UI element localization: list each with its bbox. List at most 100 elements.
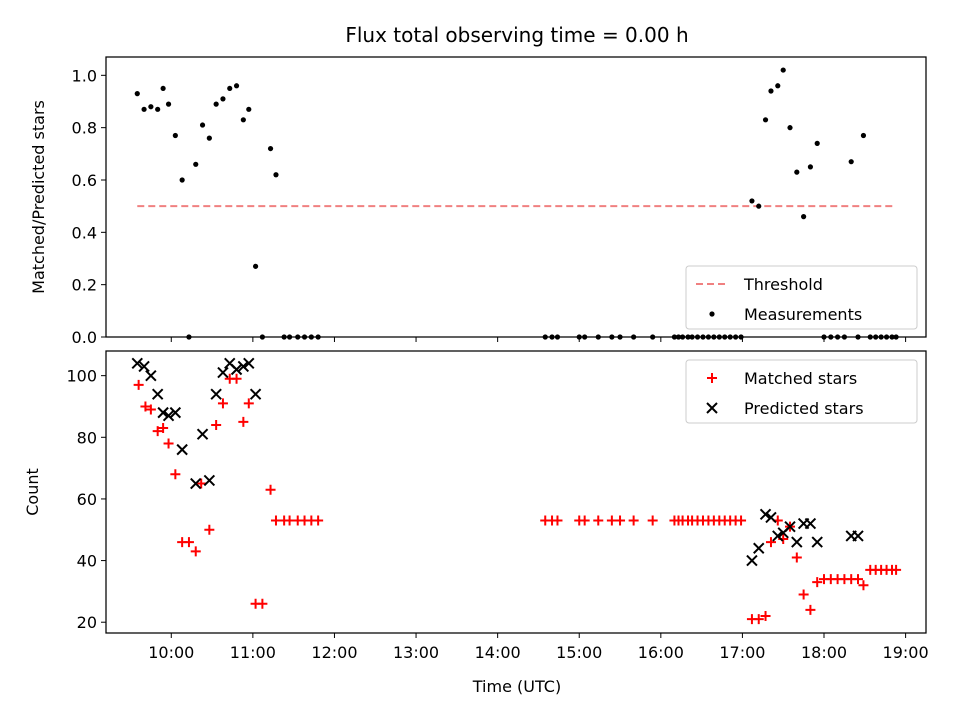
count-legend: Matched stars Predicted stars [685,359,918,424]
matched-star-point [152,426,163,437]
predicted-star-point [852,530,864,542]
matched-star-point [891,564,902,575]
measurement-point [794,169,800,175]
legend-label: Matched stars [744,369,857,388]
flux-y-tick-label: 0.6 [72,171,97,190]
legend-label: Predicted stars [744,399,864,418]
x-tick-label: 13:00 [393,643,439,662]
matched-star-point [812,577,823,588]
measurement-point [199,122,206,128]
measurement-point [252,263,259,269]
matched-star-point [183,537,194,548]
flux-panel: 0.0 0.2 0.4 0.6 0.8 1.0 Matched/Predicted sta… [29,56,927,347]
measurement-point [213,101,219,107]
measurement-point [848,159,854,165]
legend-matched-swatch [707,373,717,383]
measurement-point [160,85,166,92]
predicted-star-point [210,388,222,400]
predicted-star-point [157,406,169,419]
matched-star-point [579,515,590,526]
x-tick-label: 11:00 [230,643,276,662]
predicted-star-point [237,360,250,373]
matched-star-point [853,574,864,585]
matched-star-point [145,404,156,415]
measurement-point [273,172,279,178]
x-axis-label: Time (UTC) [472,677,561,696]
measurement-point [165,101,172,107]
count-y-tick-label: 20 [77,613,97,632]
count-y-tick-label: 60 [77,490,97,509]
matched-star-point [798,589,809,600]
matched-star-point [736,515,747,526]
predicted-star-point [243,357,255,370]
predicted-star-point [804,517,817,530]
matched-star-point [615,515,626,526]
measurement-point [148,104,154,110]
measurement-point [814,140,820,146]
flux-y-axis-label: Matched/Predicted stars [29,100,48,294]
predicted-star-point [151,388,164,400]
measurement-point [246,106,252,112]
matched-star-point [158,423,169,434]
matched-star-point [163,438,174,449]
predicted-star-point [217,366,229,379]
measurement-point [860,132,867,139]
measurement-point [768,88,774,94]
predicted-star-point [176,443,188,456]
figure-title: Flux total observing time = 0.00 h [345,23,688,47]
flux-y-tick-label: 0.4 [72,223,97,242]
matched-star-point [791,552,802,563]
legend-predicted-swatch [706,402,718,414]
matched-star-point [257,598,268,609]
matched-star-point [196,478,207,489]
measurement-point [155,106,161,112]
measurement-point [141,106,147,112]
x-tick-label: 10:00 [148,643,194,662]
predicted-star-point [230,363,243,376]
measurement-point [179,177,185,183]
x-tick-label: 15:00 [556,643,602,662]
x-tick-label: 19:00 [883,643,929,662]
predicted-star-point [791,536,803,548]
predicted-star-point [249,388,262,400]
matched-star-point [204,524,215,535]
measurement-point [775,83,781,89]
matched-star-point [753,614,764,625]
matched-star-point [313,515,324,526]
matched-star-point [217,398,228,409]
x-tick-label: 14:00 [475,643,521,662]
measurement-point [749,198,755,204]
predicted-star-point [190,477,202,490]
flux-y-tick-label: 1.0 [72,66,97,85]
flux-y-tick-label: 0.0 [72,328,97,347]
measurement-point [240,117,246,123]
count-y-tick-label: 40 [77,552,97,571]
x-tick-label: 18:00 [801,643,847,662]
matched-star-point [231,373,242,384]
measurement-point [134,91,140,97]
predicted-star-point [196,428,209,440]
predicted-star-point [759,508,772,521]
predicted-star-point [162,410,175,422]
matched-star-point [760,611,771,622]
measurement-point [787,125,793,131]
measurement-point [193,161,199,167]
predicted-star-point [203,474,216,487]
count-panel-frame [105,350,927,634]
predicted-star-point [753,542,765,554]
count-y-axis-label: Count [23,468,42,516]
matched-star-point [190,546,201,557]
matched-star-point [243,398,254,409]
x-tick-label: 12:00 [311,643,357,662]
measurement-point [762,117,769,123]
matched-star-point [170,469,181,480]
matched-star-point [858,580,869,591]
measurement-point [227,85,233,92]
matched-star-point [133,379,144,390]
flux-legend-box [685,265,918,330]
count-y-tick-label: 100 [66,367,97,386]
matched-star-point [140,401,151,412]
matched-star-point [238,416,249,427]
x-tick-label: 17:00 [719,643,765,662]
flux-y-tick-label: 0.2 [72,276,97,295]
